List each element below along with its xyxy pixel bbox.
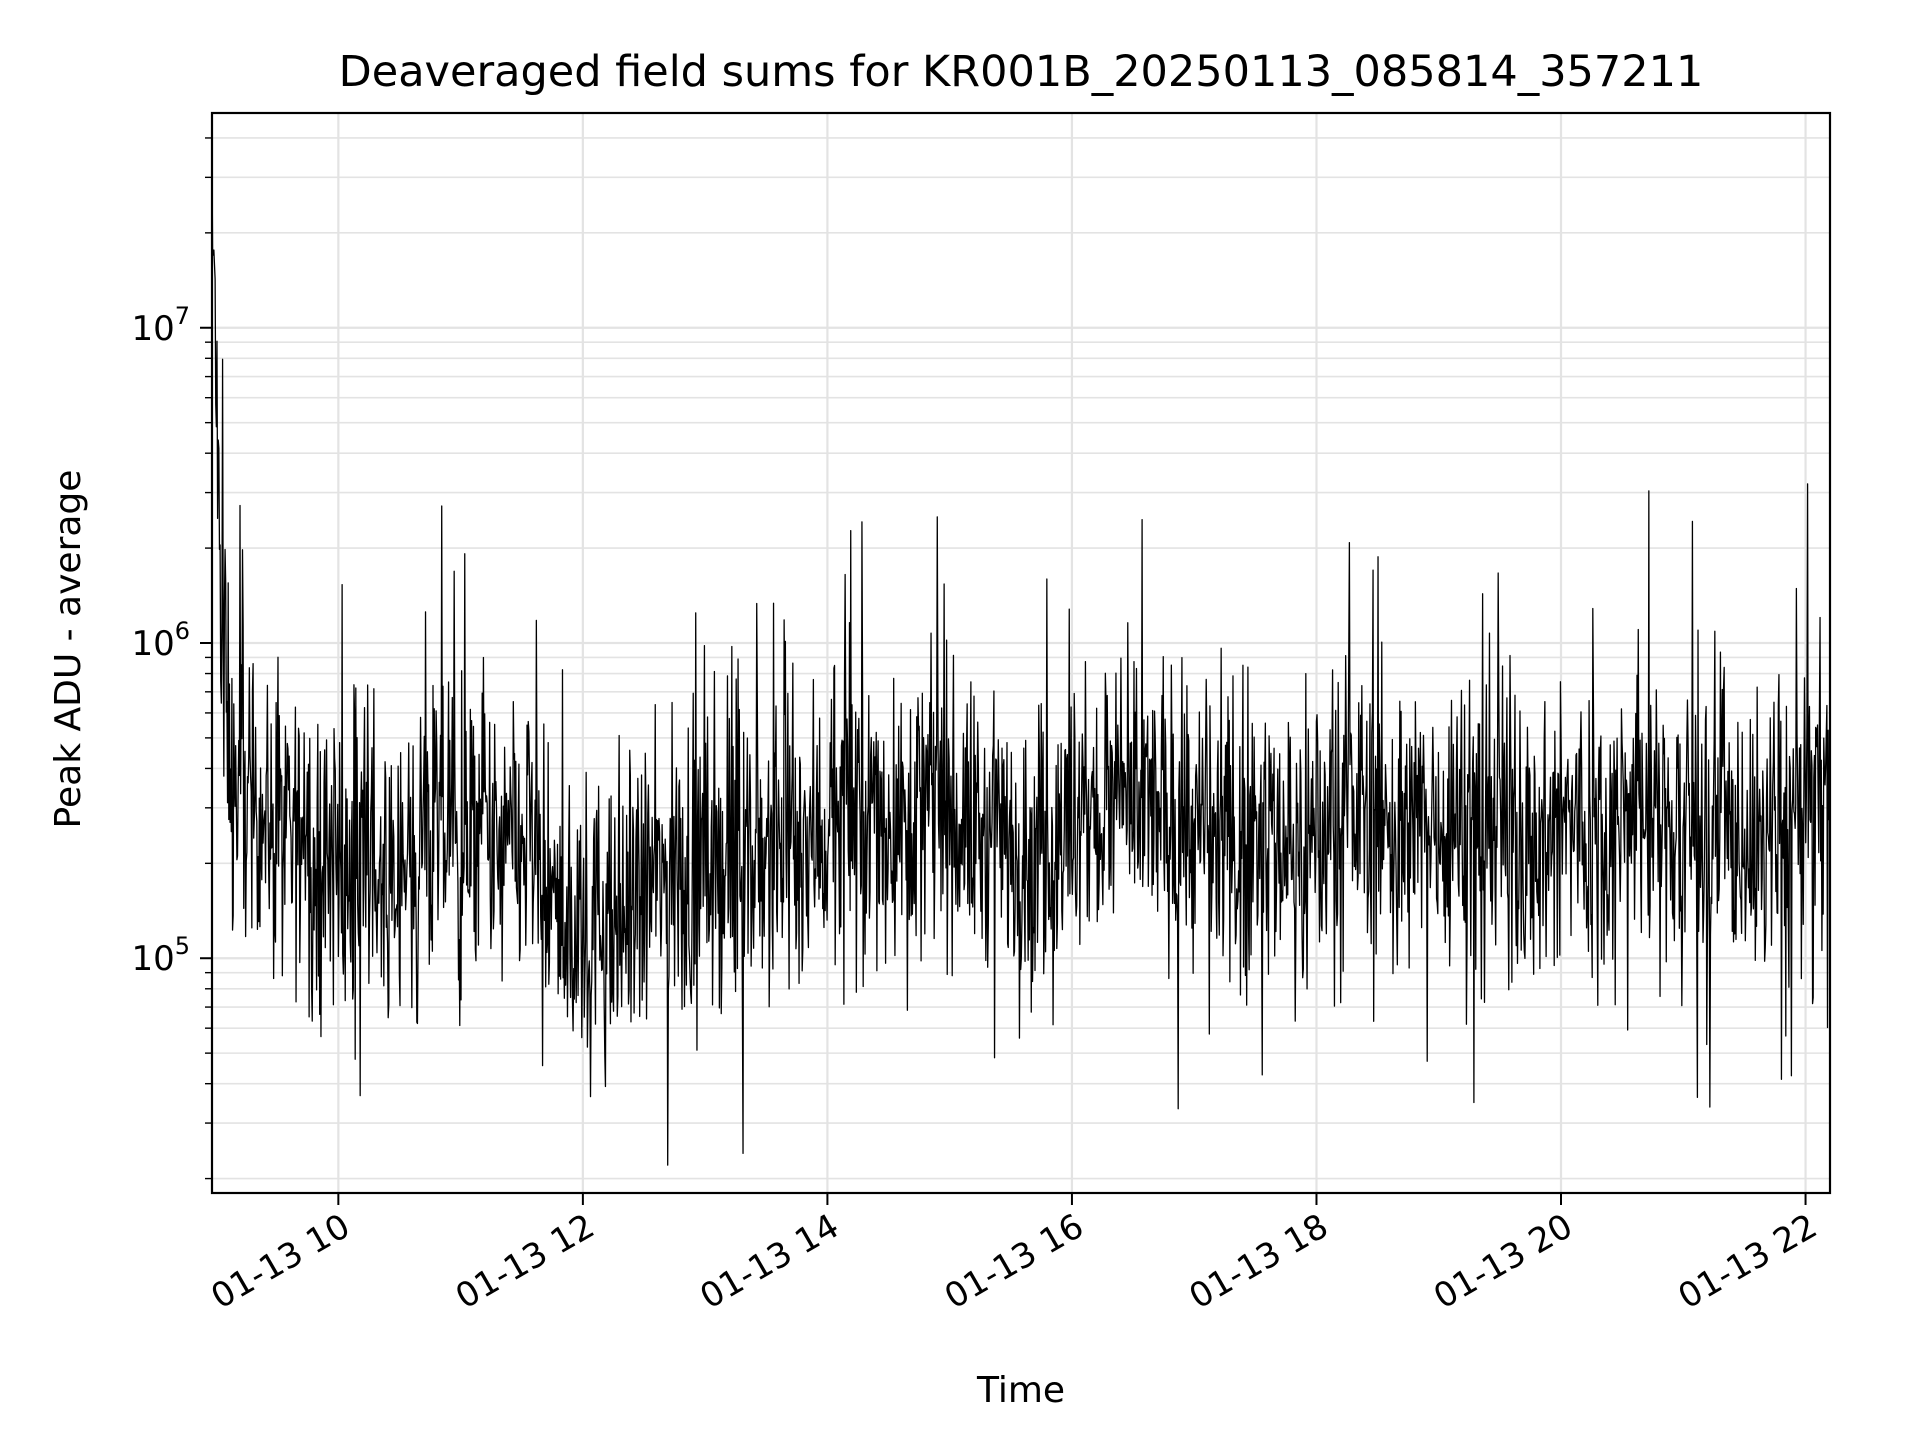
x-tick-label: 01-13 14 [694, 1206, 846, 1317]
y-tick-label: 106 [131, 617, 190, 664]
x-tick-label: 01-13 22 [1672, 1206, 1824, 1317]
y-tick-exponent: 5 [175, 932, 190, 960]
plot-area [211, 160, 1831, 1166]
series-line [211, 160, 1831, 1166]
y-tick-base: 10 [131, 939, 174, 979]
y-tick-label: 105 [131, 932, 190, 979]
axes-frame [210, 111, 1832, 1195]
chart-title: Deaveraged field sums for KR001B_2025011… [339, 47, 1704, 97]
x-tick-label: 01-13 12 [449, 1206, 601, 1317]
y-axis-label: Peak ADU - average [48, 470, 89, 829]
x-tick-label: 01-13 18 [1183, 1206, 1335, 1317]
x-tick-label: 01-13 16 [938, 1206, 1090, 1317]
y-tick-base: 10 [131, 624, 174, 664]
y-tick-exponent: 7 [175, 302, 190, 330]
y-tick-label: 107 [131, 302, 190, 349]
x-tick-label: 01-13 20 [1427, 1206, 1579, 1317]
x-tick-label: 01-13 10 [204, 1206, 356, 1317]
y-tick-exponent: 6 [175, 617, 190, 645]
y-tick-base: 10 [131, 309, 174, 349]
x-axis-label: Time [976, 1370, 1065, 1411]
